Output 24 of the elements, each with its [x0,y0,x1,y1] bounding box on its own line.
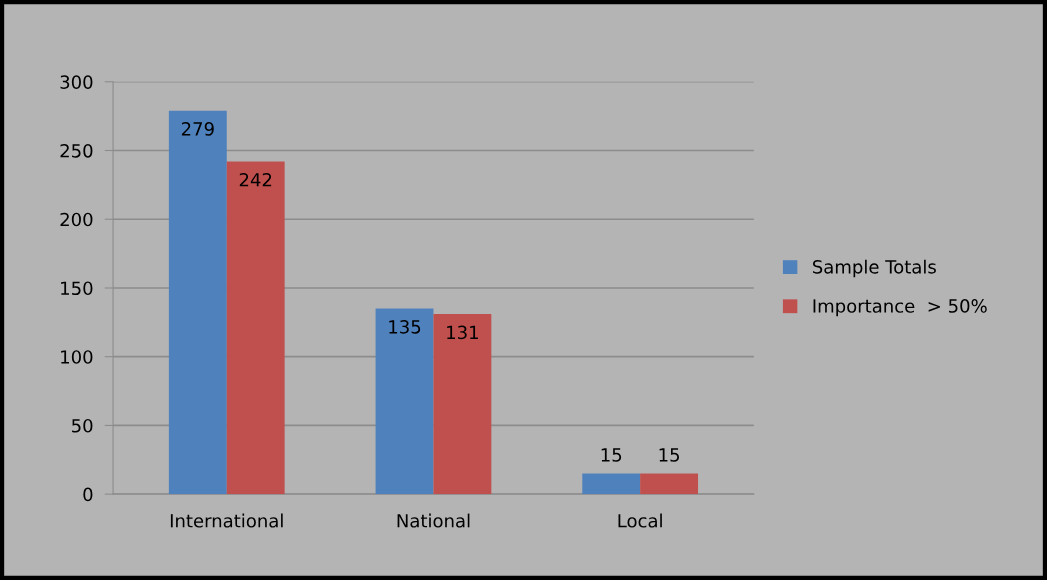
bar [582,473,641,495]
bar [375,308,434,495]
y-tick-label: 100 [61,350,93,364]
y-tick-label: 300 [60,75,93,89]
bar [640,473,699,495]
legend-label: Importance > 50% [813,299,987,317]
y-tick-label: 0 [83,487,93,502]
x-tick-label: Local [618,513,662,528]
data-label: 131 [447,325,478,340]
y-tick-label: 250 [60,143,93,158]
x-tick-label: National [397,513,470,528]
data-label: 279 [181,122,214,136]
data-label: 15 [659,448,679,462]
legend-label: Sample Totals [812,259,936,278]
data-label: 15 [601,448,622,462]
data-label: 135 [389,320,421,334]
y-tick-label: 50 [72,418,93,433]
bar [168,110,227,495]
data-label: 242 [239,172,272,187]
bar [226,161,285,495]
y-tick-label: 150 [61,281,93,296]
y-tick-label: 200 [60,212,93,227]
bar [433,314,492,495]
x-tick-label: International [170,513,283,528]
